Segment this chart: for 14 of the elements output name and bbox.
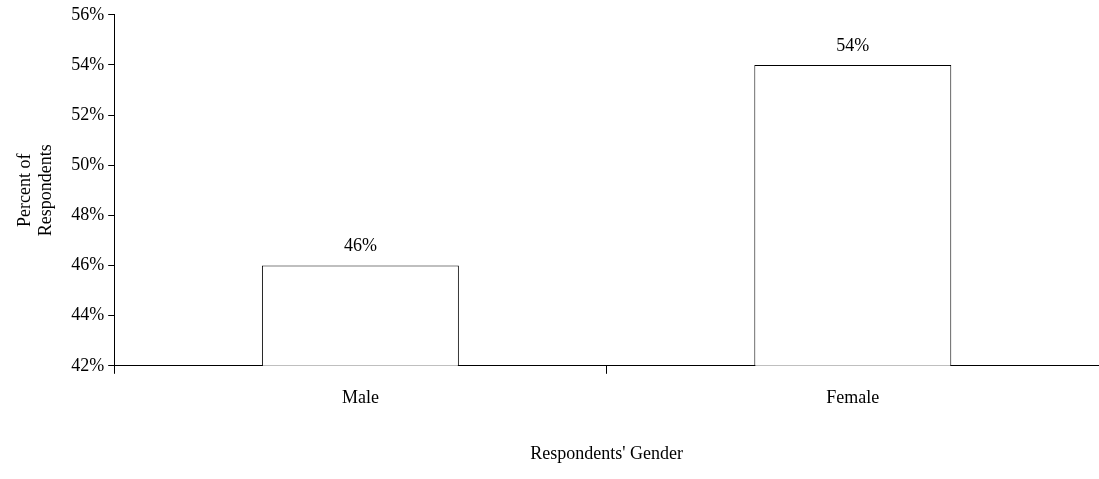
y-tick-label: 42%: [71, 354, 105, 375]
y-tick-label: 50%: [71, 153, 105, 174]
y-tick-label: 54%: [71, 53, 105, 74]
data-label: 46%: [343, 235, 377, 256]
y-tick-label: 48%: [71, 204, 105, 225]
y-tick-label: 44%: [71, 304, 105, 325]
y-tick-label: 52%: [71, 103, 105, 124]
y-tick-label: 56%: [71, 3, 105, 24]
data-label: 54%: [836, 34, 870, 55]
y-axis-title: Percent of Respondents: [13, 144, 56, 237]
x-tick-label: Male: [341, 387, 379, 408]
x-axis-title: Respondents' Gender: [530, 442, 683, 463]
y-tick-label: 46%: [71, 254, 105, 275]
x-tick-label: Female: [826, 387, 880, 408]
